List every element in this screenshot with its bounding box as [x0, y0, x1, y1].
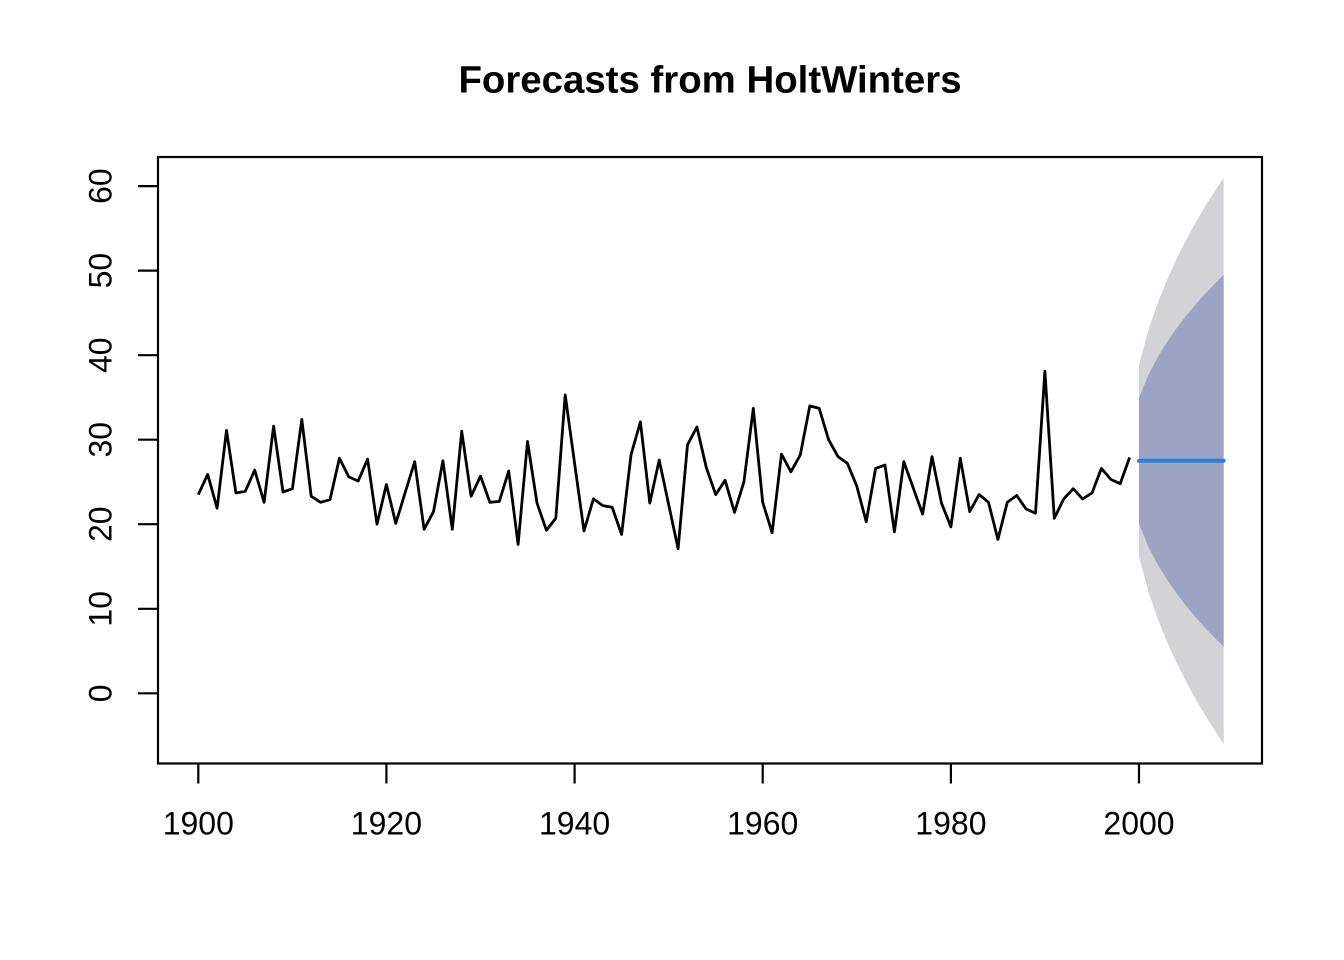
svg-text:60: 60 — [83, 168, 119, 204]
svg-text:0: 0 — [83, 684, 119, 702]
svg-text:1940: 1940 — [539, 806, 610, 842]
svg-text:2000: 2000 — [1103, 806, 1174, 842]
svg-text:Forecasts from HoltWinters: Forecasts from HoltWinters — [458, 59, 961, 102]
svg-text:30: 30 — [83, 422, 119, 458]
svg-text:1900: 1900 — [163, 806, 234, 842]
svg-text:40: 40 — [83, 337, 119, 373]
svg-text:1980: 1980 — [915, 806, 986, 842]
svg-text:1960: 1960 — [727, 806, 798, 842]
svg-text:20: 20 — [83, 506, 119, 542]
svg-text:50: 50 — [83, 253, 119, 289]
svg-text:1920: 1920 — [351, 806, 422, 842]
svg-text:10: 10 — [83, 591, 119, 627]
